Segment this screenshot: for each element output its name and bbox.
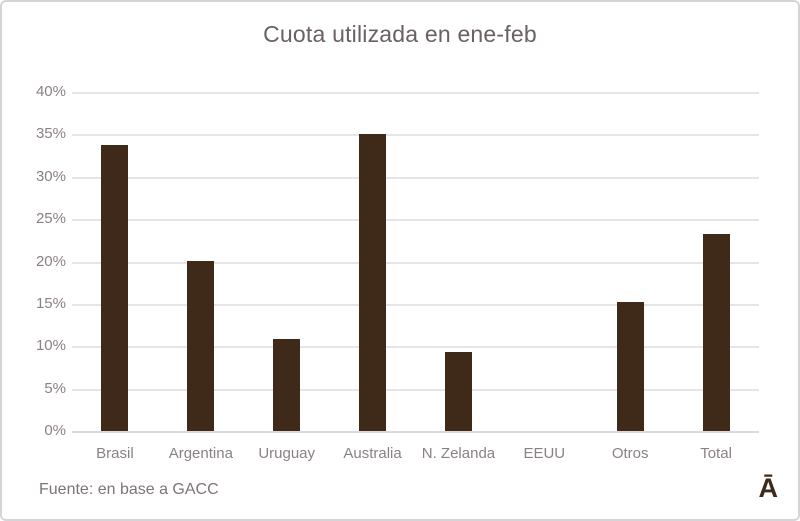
y-axis-label: 40% [35,83,66,100]
x-axis-label: Argentina [168,445,233,462]
bar-slot-Argentina [158,92,244,431]
y-axis-label: 15% [35,294,66,312]
gridline-25% [72,219,759,222]
gridline-30% [72,176,759,179]
bars-row [72,92,759,431]
x-axis-label: Uruguay [258,445,316,462]
plot-area: 0% 5% 10% 15% 20% 25% 30% 35% 40% [36,83,759,439]
bar-slot-EEUU [501,92,587,431]
x-axis-label: N. Zelanda [421,445,496,462]
bar-Uruguay [273,339,301,431]
bar-slot-Total [673,92,759,431]
gridline-20% [72,261,759,264]
bar-Australia [359,134,387,431]
y-axis-label: 30% [35,167,66,185]
chart-title: Cuota utilizada en ene-feb [263,21,537,47]
logo-a-macron: Ā [758,473,779,503]
gridline-40% [72,92,759,94]
y-axis-label: 25% [35,210,66,228]
x-axis-label: Australia [343,445,402,462]
bar-slot-Australia [330,92,416,431]
x-axis-label: EEUU [523,445,566,462]
y-axis-label: 5% [44,379,66,397]
gridline-15% [72,303,759,306]
y-axis-label: 35% [35,125,66,143]
source-note: Fuente: en base a GACC [39,481,219,498]
x-axis-label: Brasil [96,445,134,462]
bar-Total [702,233,730,431]
x-axis-labels: Brasil Argentina Uruguay Australia N. Zeland… [72,445,759,462]
bar-slot-Otros [587,92,673,431]
bar-slot-Brasil [72,92,158,431]
bar-slot-N. Zelanda [416,92,502,431]
bar-Argentina [187,260,215,431]
x-axis-label: Otros [611,445,649,462]
y-axis-label: 0% [44,422,66,439]
bar-N. Zelanda [444,352,472,431]
gridline-10% [72,346,759,349]
bar-Brasil [101,145,129,431]
bar-slot-Uruguay [244,92,330,431]
bar-Otros [616,302,644,431]
y-axis-label: 20% [35,252,66,270]
gridline-5% [72,388,759,391]
x-axis-label: Total [700,445,732,462]
gridline-35% [72,134,759,137]
gridline-0% [72,431,759,433]
y-axis-label: 10% [35,337,66,355]
